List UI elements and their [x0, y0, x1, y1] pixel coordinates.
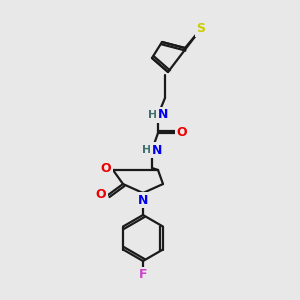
Text: N: N — [158, 109, 168, 122]
Text: N: N — [138, 194, 148, 206]
Text: O: O — [96, 188, 106, 202]
Text: N: N — [152, 143, 162, 157]
Text: H: H — [148, 110, 158, 120]
Text: F: F — [139, 268, 147, 281]
Text: S: S — [196, 22, 206, 35]
Text: H: H — [142, 145, 152, 155]
Text: O: O — [177, 127, 187, 140]
Text: O: O — [101, 161, 111, 175]
